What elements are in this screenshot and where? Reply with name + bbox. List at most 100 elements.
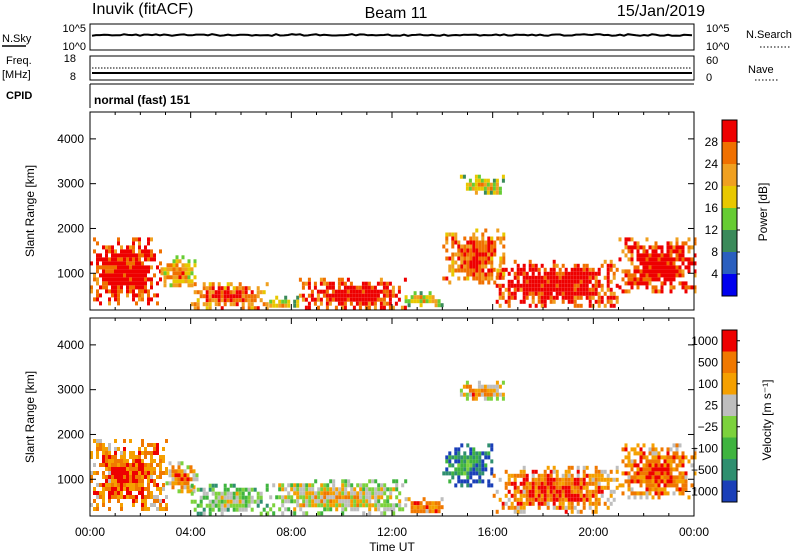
colorbar-swatch-0-5 (722, 164, 737, 186)
ytick-label-1-0: 1000 (57, 472, 84, 486)
date-title: 15/Jan/2019 (617, 3, 705, 20)
data-region-1 (90, 439, 168, 511)
xtick-label-3: 12:00 (377, 525, 407, 539)
colorbar-tick-0-5: 24 (705, 157, 719, 171)
colorbar-tick-1-7: −1000 (684, 484, 718, 498)
freq-tick-bottom: 8 (70, 71, 76, 83)
data-region-3 (190, 483, 269, 516)
colorbar-swatch-1-0 (722, 480, 737, 502)
data-region-10 (618, 237, 697, 294)
data-region-1 (90, 237, 162, 306)
ytick-label-0-2: 3000 (57, 177, 84, 191)
ytick-label-0-1: 2000 (57, 221, 84, 235)
beam-title: Beam 11 (365, 5, 428, 22)
power-data-regions (90, 174, 697, 311)
colorbar-tick-0-4: 20 (705, 179, 719, 193)
data-region-3 (190, 282, 269, 311)
velocity-ylabel: Slant Range [km] (23, 371, 37, 463)
time-axis-title: Time UT (369, 540, 415, 554)
xtick-label-0: 00:00 (75, 525, 105, 539)
velocity-data-regions (90, 380, 697, 516)
colorbar-swatch-1-6 (722, 351, 737, 373)
time-axis-labels: 00:00 04:00 08:00 12:00 16:00 20:00 00:00 (75, 525, 709, 539)
power-panel: 1000 2000 3000 4000 Slant Range [km] 4 8 12 16… (23, 111, 770, 311)
ytick-label-0-3: 4000 (57, 132, 84, 146)
xtick-label-4: 16:00 (478, 525, 508, 539)
nave-label: Nave (748, 64, 774, 76)
data-region-9 (618, 443, 697, 500)
power-colorbar: 4 8 12 16 20 24 28 (705, 119, 740, 297)
velocity-panel: 1000 2000 3000 4000 Slant Range [km] 1000 50… (23, 317, 774, 517)
data-region-4 (269, 295, 300, 308)
colorbar-swatch-0-1 (722, 252, 737, 274)
data-region-2 (165, 461, 199, 494)
data-region-5 (298, 277, 407, 310)
velocity-colorbar: 1000 500 100 25 −25 −100 −500 −1000 (684, 329, 740, 503)
xtick-label-1: 04:00 (176, 525, 206, 539)
nave-tick-bottom: 0 (706, 72, 712, 84)
colorbar-tick-0-3: 16 (705, 201, 719, 215)
colorbar-tick-1-6: −500 (691, 463, 718, 477)
freq-tick-top: 18 (64, 53, 76, 65)
noise-strip: N.Sky 10^5 10^0 10^5 10^0 N.Search (2, 23, 792, 53)
colorbar-tick-1-5: −100 (691, 441, 718, 455)
colorbar-tick-1-1: 500 (698, 355, 718, 369)
data-region-5 (404, 497, 444, 514)
station-title: Inuvik (fitACF) (92, 1, 193, 18)
cpid-strip: CPID normal (fast) 151 (6, 83, 694, 108)
velocity-colorbar-label: Velocity [m s⁻¹] (760, 379, 774, 460)
colorbar-tick-0-1: 8 (711, 245, 718, 259)
colorbar-swatch-0-7 (722, 120, 737, 142)
cpid-value: normal (fast) 151 (94, 93, 190, 107)
data-region-7 (442, 228, 506, 285)
noise-right-tick-top: 10^5 (706, 23, 730, 35)
nsky-label: N.Sky (2, 33, 32, 45)
colorbar-swatch-1-2 (722, 437, 737, 459)
colorbar-swatch-1-5 (722, 373, 737, 395)
colorbar-tick-1-2: 100 (698, 377, 718, 391)
colorbar-swatch-1-1 (722, 459, 737, 481)
data-region-7 (459, 380, 505, 401)
noise-right-tick-bottom: 10^0 (706, 41, 730, 53)
power-colorbar-label: Power [dB] (756, 183, 770, 242)
xtick-label-5: 20:00 (578, 525, 608, 539)
ytick-label-1-1: 2000 (57, 427, 84, 441)
ytick-label-1-2: 3000 (57, 383, 84, 397)
colorbar-swatch-0-4 (722, 186, 737, 208)
colorbar-swatch-0-2 (722, 230, 737, 252)
noise-sky-line (91, 33, 693, 37)
nsearch-label: N.Search (746, 29, 792, 41)
xtick-label-2: 08:00 (276, 525, 306, 539)
colorbar-tick-0-0: 4 (711, 267, 718, 281)
colorbar-swatch-0-3 (722, 208, 737, 230)
colorbar-swatch-0-0 (722, 274, 737, 296)
data-region-4 (266, 479, 408, 516)
cpid-label: CPID (6, 90, 32, 102)
xtick-label-6: 00:00 (679, 525, 709, 539)
nave-tick-top: 60 (706, 55, 718, 67)
freq-label: Freq. (6, 55, 32, 67)
data-region-8 (492, 465, 619, 514)
colorbar-tick-1-0: 1000 (691, 334, 718, 348)
freq-unit: [MHz] (2, 69, 31, 81)
power-ylabel: Slant Range [km] (23, 165, 37, 257)
colorbar-tick-1-4: −25 (698, 420, 719, 434)
data-region-9 (492, 259, 619, 308)
colorbar-swatch-0-6 (722, 142, 737, 164)
noise-left-tick-bottom: 10^0 (62, 41, 86, 53)
ytick-label-1-3: 4000 (57, 338, 84, 352)
data-region-6 (404, 291, 444, 308)
colorbar-swatch-1-3 (722, 416, 737, 438)
freq-strip: Freq. [MHz] 18 8 60 0 Nave (2, 53, 778, 84)
colorbar-tick-0-2: 12 (705, 223, 719, 237)
data-region-6 (442, 443, 494, 488)
data-region-8 (459, 174, 505, 195)
colorbar-swatch-1-7 (722, 330, 737, 352)
colorbar-swatch-1-4 (722, 394, 737, 416)
noise-left-tick-top: 10^5 (62, 23, 86, 35)
ytick-label-0-0: 1000 (57, 266, 84, 280)
data-region-2 (160, 255, 197, 288)
colorbar-tick-1-3: 25 (705, 398, 719, 412)
colorbar-tick-0-6: 28 (705, 135, 719, 149)
